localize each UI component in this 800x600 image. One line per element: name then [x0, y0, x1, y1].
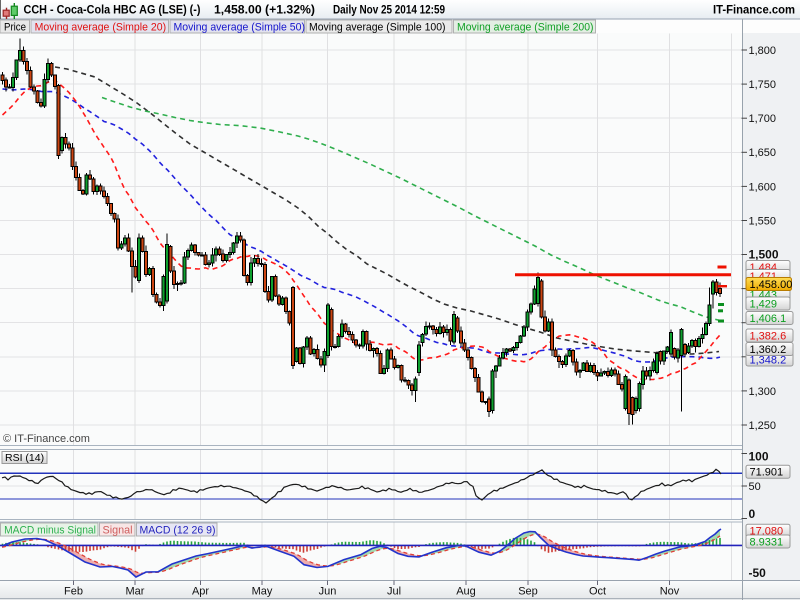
- svg-text:1,300: 1,300: [749, 386, 777, 398]
- svg-text:Sep: Sep: [518, 586, 538, 598]
- svg-text:1,406.1: 1,406.1: [750, 313, 787, 325]
- svg-text:Nov: Nov: [660, 586, 680, 598]
- svg-text:Price: Price: [4, 22, 26, 34]
- svg-text:1,650: 1,650: [749, 147, 777, 159]
- svg-text:Oct: Oct: [589, 586, 606, 598]
- svg-text:Signal: Signal: [103, 525, 133, 537]
- svg-text:Moving average (Simple 200): Moving average (Simple 200): [457, 22, 594, 34]
- svg-text:1,458.00 (+1.32%): 1,458.00 (+1.32%): [214, 3, 315, 17]
- svg-text:1,600: 1,600: [749, 181, 777, 193]
- svg-text:1,348.2: 1,348.2: [750, 355, 787, 367]
- svg-text:IT-Finance.com: IT-Finance.com: [713, 3, 795, 17]
- svg-text:100: 100: [749, 450, 769, 464]
- svg-text:1,250: 1,250: [749, 420, 777, 432]
- svg-text:MACD (12 26 9): MACD (12 26 9): [140, 525, 216, 537]
- svg-text:1,382.6: 1,382.6: [750, 331, 787, 343]
- svg-text:Mar: Mar: [126, 586, 145, 598]
- svg-text:Moving average (Simple 100): Moving average (Simple 100): [309, 22, 446, 34]
- svg-text:1,800: 1,800: [749, 45, 777, 57]
- svg-text:71.901: 71.901: [750, 467, 784, 479]
- svg-text:© IT-Finance.com: © IT-Finance.com: [3, 433, 90, 445]
- svg-text:Aug: Aug: [456, 586, 476, 598]
- svg-text:1,500: 1,500: [749, 247, 779, 261]
- svg-text:1,429: 1,429: [750, 299, 778, 311]
- svg-text:RSI (14): RSI (14): [5, 452, 44, 464]
- svg-text:1,700: 1,700: [749, 113, 777, 125]
- svg-text:CCH - Coca-Cola HBC AG (LSE) (: CCH - Coca-Cola HBC AG (LSE) (-): [24, 3, 201, 17]
- svg-text:1,360.2: 1,360.2: [750, 344, 787, 356]
- svg-text:Apr: Apr: [192, 586, 209, 598]
- svg-text:Jul: Jul: [387, 586, 401, 598]
- svg-text:Moving average (Simple 50): Moving average (Simple 50): [174, 22, 306, 34]
- svg-text:MACD minus Signal: MACD minus Signal: [4, 525, 96, 537]
- svg-text:1,550: 1,550: [749, 215, 777, 227]
- svg-text:8.9331: 8.9331: [750, 537, 784, 549]
- svg-text:0: 0: [749, 507, 756, 521]
- svg-text:-50: -50: [749, 566, 767, 580]
- svg-text:Daily Nov 25 2014 12:59: Daily Nov 25 2014 12:59: [333, 3, 445, 17]
- svg-text:May: May: [252, 586, 273, 598]
- svg-text:1,458.00: 1,458.00: [750, 279, 793, 291]
- svg-text:1,750: 1,750: [749, 79, 777, 91]
- svg-text:50: 50: [749, 481, 761, 493]
- svg-text:Feb: Feb: [64, 586, 83, 598]
- svg-text:Jun: Jun: [319, 586, 337, 598]
- svg-text:Moving average (Simple 20): Moving average (Simple 20): [35, 22, 167, 34]
